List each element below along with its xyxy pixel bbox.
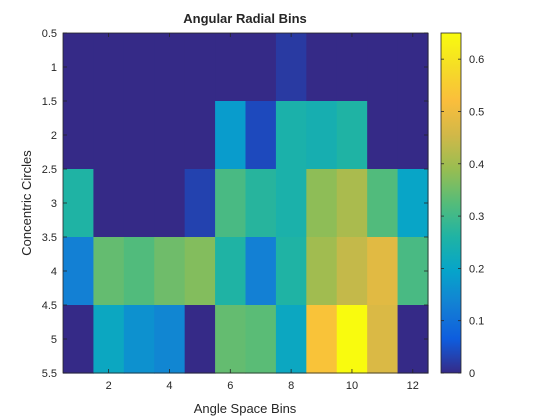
- heatmap-cell: [63, 305, 95, 374]
- heatmap-cell: [123, 101, 155, 170]
- heatmap-cell: [245, 169, 277, 238]
- heatmap-cell: [336, 305, 368, 374]
- colorbar-tick-label: 0.3: [469, 211, 484, 223]
- heatmap-cell: [215, 101, 247, 170]
- heatmap-cell: [63, 33, 95, 102]
- x-tick-label: 8: [288, 380, 294, 392]
- heatmap-cell: [123, 169, 155, 238]
- heatmap-cell: [275, 169, 307, 238]
- heatmap-cell: [63, 237, 95, 306]
- heatmap-cell: [93, 305, 125, 374]
- heatmap-cell: [275, 33, 307, 102]
- heatmap-cell: [397, 33, 429, 102]
- heatmap-cell: [275, 101, 307, 170]
- heatmap-cell: [275, 305, 307, 374]
- y-tick-label: 5: [51, 334, 57, 346]
- heatmap-cell: [123, 237, 155, 306]
- heatmap-cell: [336, 237, 368, 306]
- heatmap-cell: [215, 305, 247, 374]
- heatmap-cell: [397, 237, 429, 306]
- heatmap-cell: [184, 101, 216, 170]
- heatmap-cells: [63, 33, 429, 374]
- heatmap-cell: [245, 305, 277, 374]
- y-tick-label: 3.5: [42, 232, 57, 244]
- heatmap-cell: [245, 33, 277, 102]
- heatmap-cell: [123, 305, 155, 374]
- y-tick-label: 2: [51, 130, 57, 142]
- heatmap-cell: [93, 33, 125, 102]
- heatmap-cell: [63, 101, 95, 170]
- colorbar-frame: [440, 32, 462, 374]
- y-tick-label: 3: [51, 198, 57, 210]
- heatmap-cell: [215, 169, 247, 238]
- heatmap-cell: [245, 101, 277, 170]
- x-tick-label: 12: [407, 380, 419, 392]
- heatmap-cell: [306, 33, 338, 102]
- heatmap-cell: [184, 237, 216, 306]
- heatmap-cell: [397, 305, 429, 374]
- y-axis-ticks: 0.5 1 1.5 2 2.5 3 3.5 4 4.5 5 5.5: [42, 28, 428, 380]
- heatmap-cell: [367, 237, 399, 306]
- x-tick-label: 10: [346, 380, 358, 392]
- colorbar-tick-label: 0: [469, 368, 475, 380]
- y-tick-label: 4: [51, 266, 57, 278]
- heatmap-cell: [93, 101, 125, 170]
- heatmap-cell: [93, 169, 125, 238]
- heatmap-cell: [123, 33, 155, 102]
- y-tick-label: 0.5: [42, 28, 57, 40]
- heatmap-cell: [367, 33, 399, 102]
- colorbar: 0 0.1 0.2 0.3 0.4 0.5 0.6: [440, 32, 484, 380]
- heatmap-cell: [184, 33, 216, 102]
- heatmap-cell: [63, 169, 95, 238]
- y-tick-label: 1.5: [42, 96, 57, 108]
- colorbar-tick-label: 0.1: [469, 316, 484, 328]
- colorbar-tick-label: 0.5: [469, 106, 484, 118]
- y-tick-label: 5.5: [42, 368, 57, 380]
- x-tick-label: 6: [227, 380, 233, 392]
- heatmap-cell: [184, 305, 216, 374]
- x-tick-label: 2: [106, 380, 112, 392]
- heatmap-cell: [336, 101, 368, 170]
- heatmap-cell: [306, 237, 338, 306]
- y-tick-label: 2.5: [42, 164, 57, 176]
- colorbar-tick-label: 0.6: [469, 54, 484, 66]
- chart-title: Angular Radial Bins: [183, 11, 307, 26]
- heatmap-cell: [215, 237, 247, 306]
- x-axis-label: Angle Space Bins: [194, 401, 297, 416]
- colorbar-gradient: [441, 33, 461, 373]
- heatmap-cell: [93, 237, 125, 306]
- heatmap-cell: [275, 237, 307, 306]
- heatmap-cell: [184, 169, 216, 238]
- heatmap-cell: [397, 101, 429, 170]
- heatmap-cell: [245, 237, 277, 306]
- heatmap-cell: [306, 169, 338, 238]
- heatmap-cell: [336, 33, 368, 102]
- heatmap-cell: [367, 169, 399, 238]
- heatmap-cell: [397, 169, 429, 238]
- heatmap-cell: [367, 101, 399, 170]
- heatmap-cell: [154, 101, 186, 170]
- x-axis-ticks: 2 4 6 8 10 12: [106, 33, 419, 392]
- colorbar-tick-label: 0.4: [469, 159, 484, 171]
- heatmap-cell: [306, 305, 338, 374]
- heatmap-cell: [154, 33, 186, 102]
- colorbar-tick-label: 0.2: [469, 263, 484, 275]
- y-axis-label: Concentric Circles: [19, 150, 34, 256]
- heatmap-cell: [367, 305, 399, 374]
- heatmap-cell: [154, 305, 186, 374]
- heatmap-cell: [336, 169, 368, 238]
- y-tick-label: 4.5: [42, 300, 57, 312]
- x-tick-label: 4: [166, 380, 172, 392]
- y-tick-label: 1: [51, 62, 57, 74]
- heatmap-cell: [154, 169, 186, 238]
- heatmap-cell: [306, 101, 338, 170]
- heatmap-cell: [154, 237, 186, 306]
- heatmap-cell: [215, 33, 247, 102]
